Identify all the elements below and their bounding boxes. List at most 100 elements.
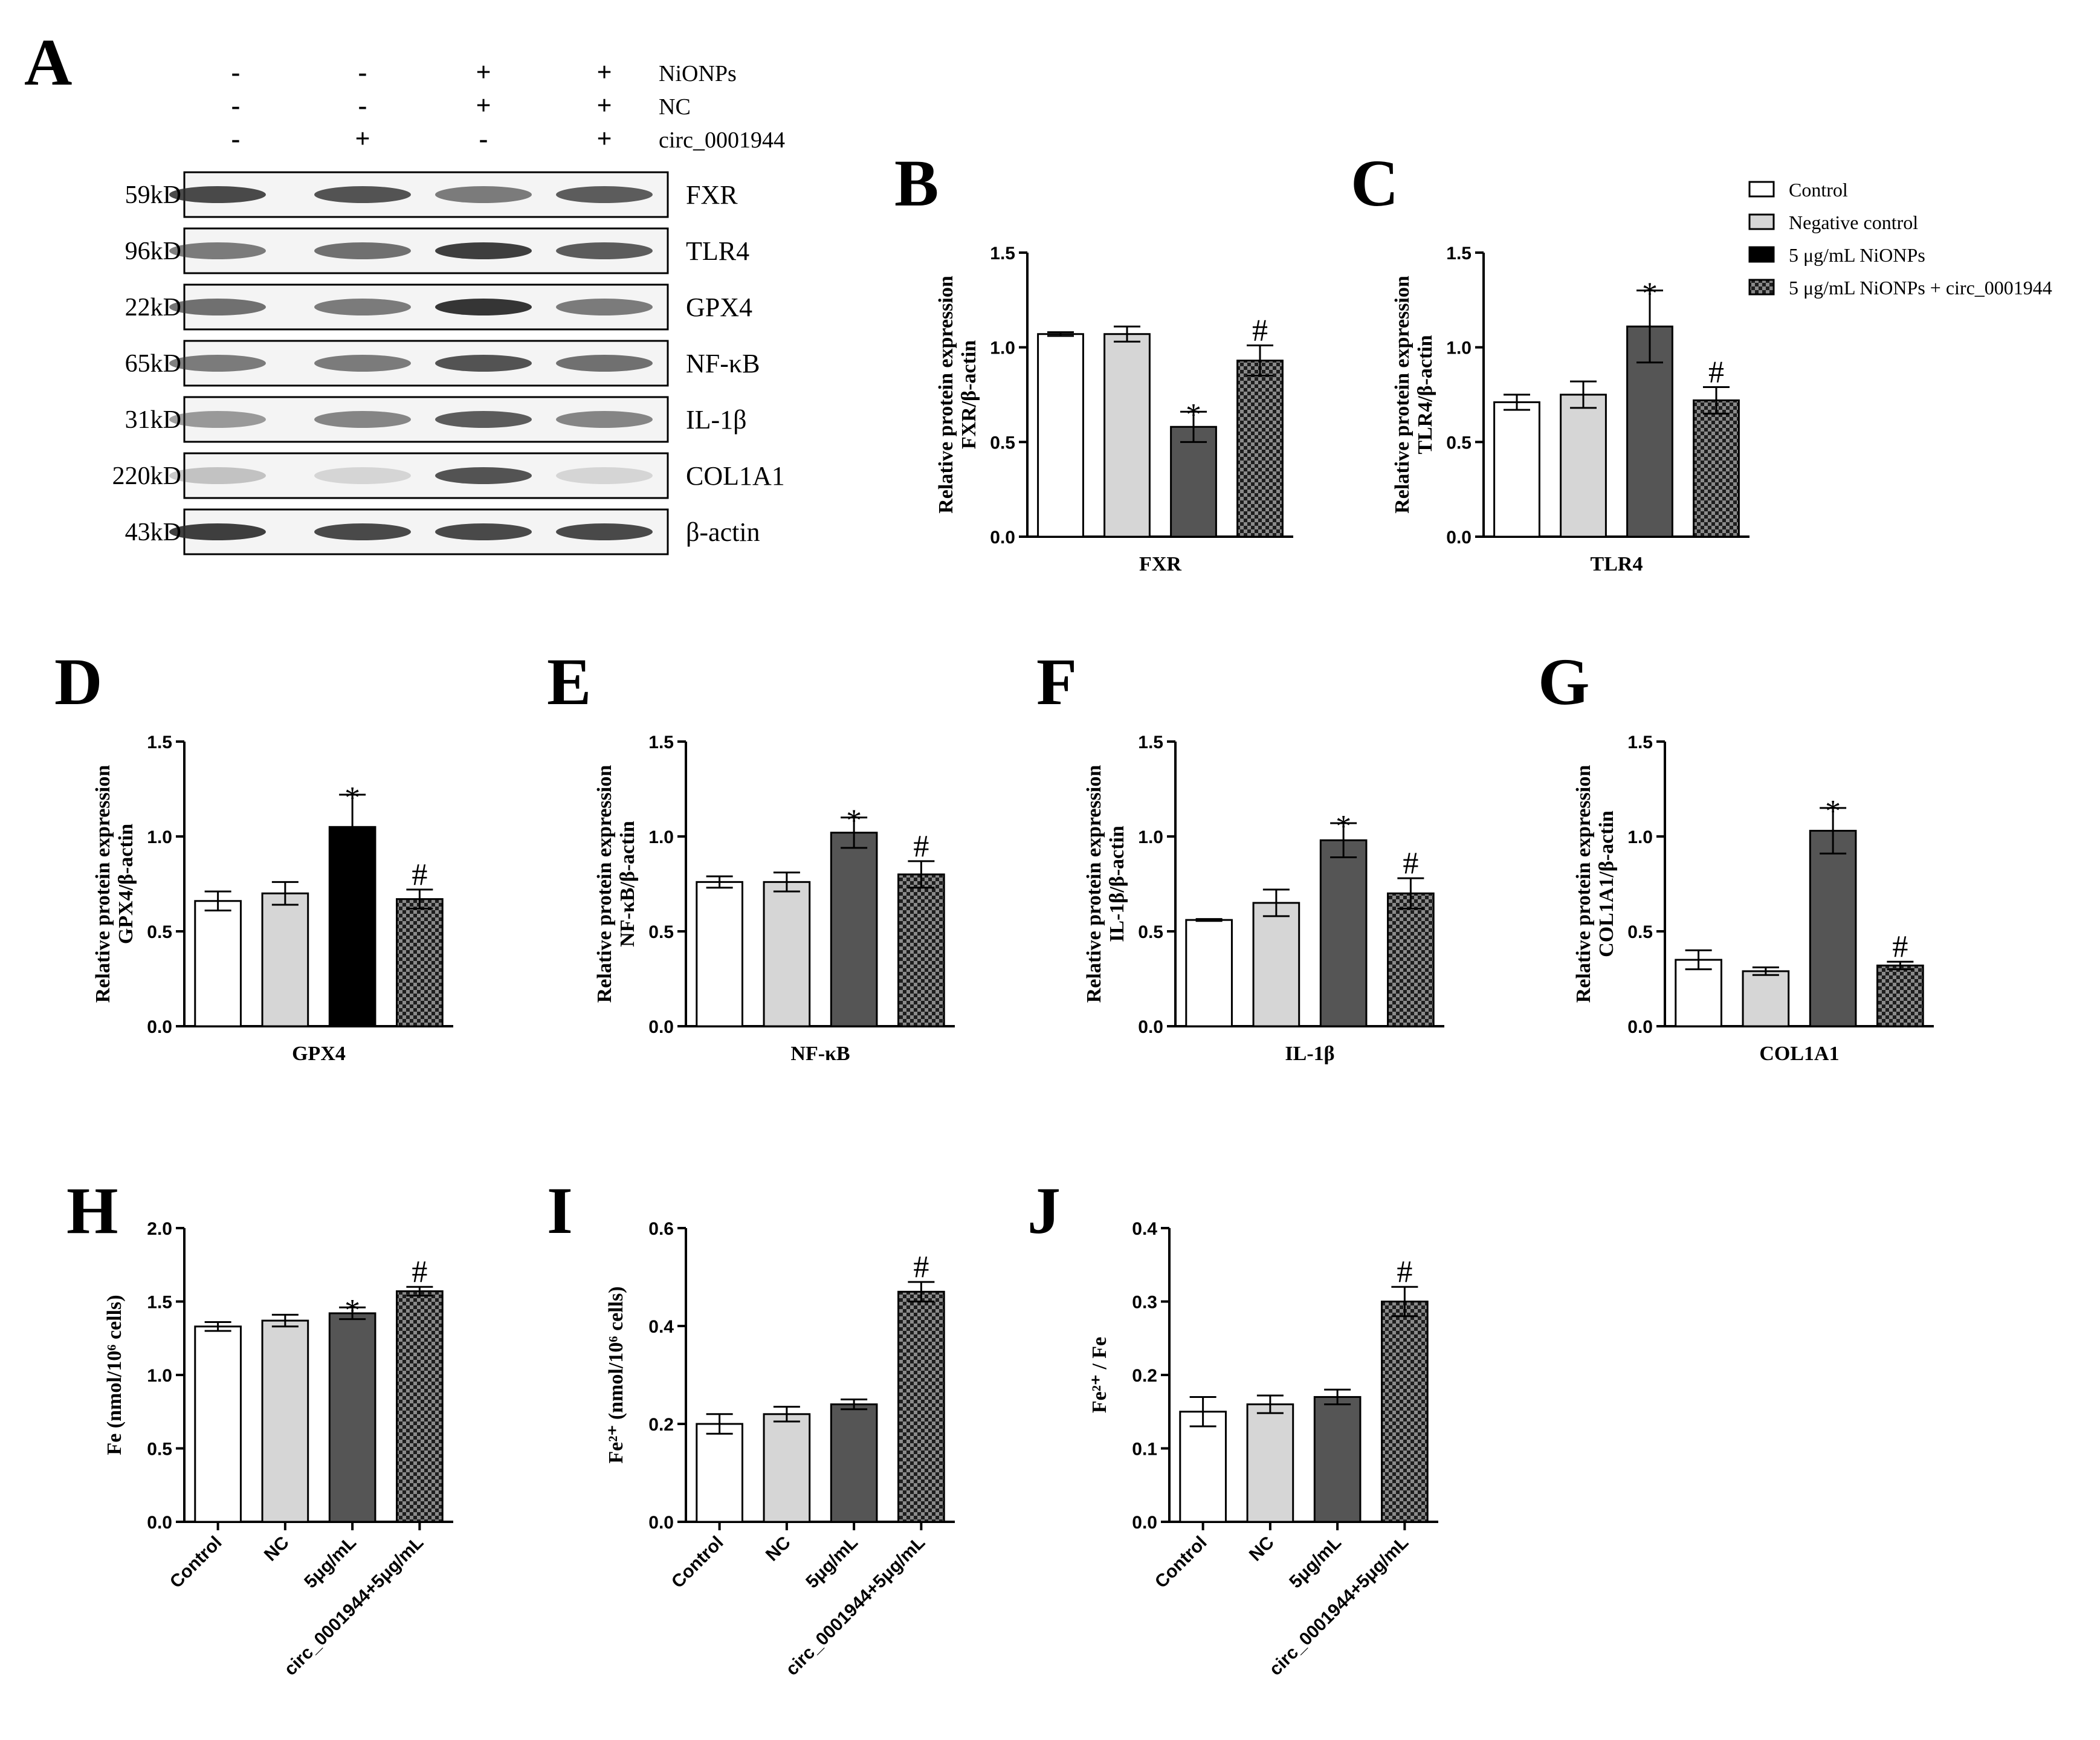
legend-label: 5 μg/mL NiONPs + circ_0001944 (1789, 277, 2052, 299)
x-axis-label: FXR (1139, 553, 1181, 575)
legend-swatch (1748, 181, 1775, 198)
panel-letter-I: I (547, 1174, 573, 1247)
x-axis-label: COL1A1 (1759, 1043, 1839, 1065)
chart-panel-H: 0.0 0.5 1.0 1.5 2.0 Fe (nmol/10⁶ cells) Contro… (103, 1219, 453, 1680)
blot-protein-label: β-actin (686, 517, 760, 547)
x-axis-label: IL-1β (1285, 1043, 1334, 1065)
y-tick-label: 0.5 (1627, 922, 1653, 942)
y-tick-label: 0.1 (1132, 1440, 1157, 1460)
blot-band (435, 467, 532, 484)
panel-letter-D: D (54, 645, 102, 719)
bar (830, 832, 878, 1027)
blot-protein-label: COL1A1 (686, 461, 785, 491)
blot-band (556, 186, 653, 203)
y-tick-label: 2.0 (147, 1219, 172, 1239)
panel-letter-H: H (66, 1174, 118, 1247)
bar (763, 881, 811, 1027)
legend: Control Negative control 5 μg/mL NiONPs 5 μ… (1748, 179, 2052, 299)
bar (328, 1312, 376, 1523)
bar (1675, 959, 1722, 1027)
blot-strip (183, 452, 669, 499)
blot-kd-label: 96kD (125, 238, 181, 265)
bar (396, 1290, 444, 1523)
condition-sign: - (358, 57, 367, 87)
x-category-label: Control (166, 1533, 226, 1593)
bar (1876, 965, 1924, 1027)
panel-letter-C: C (1351, 146, 1398, 220)
y-tick-label: 1.5 (147, 733, 172, 752)
y-tick-label: 1.0 (147, 1366, 172, 1386)
y-tick-label: 1.5 (1446, 244, 1472, 264)
significance-mark: * (344, 781, 360, 815)
y-axis-label: COL1A1/β-actin (1595, 810, 1618, 957)
bar (1037, 333, 1084, 538)
blot-band (556, 242, 653, 259)
x-category-label: circ_0001944+5μg/mL (782, 1533, 929, 1680)
blot-band (314, 523, 411, 540)
blot-protein-label: IL-1β (686, 405, 747, 435)
y-axis-label: Relative protein expression (92, 765, 114, 1003)
blot-band (556, 467, 653, 484)
bar-charts: 0.0 0.5 1.0 1.5 Relative protein expression F… (92, 244, 1934, 1680)
bar (696, 881, 743, 1027)
bar (1236, 360, 1284, 538)
blot-kd-label: 65kD (125, 350, 181, 378)
y-axis-label: TLR4/β-actin (1414, 335, 1436, 454)
y-axis-label: FXR/β-actin (958, 340, 980, 449)
bar (261, 892, 309, 1027)
y-tick-label: 0.0 (147, 1017, 172, 1037)
condition-sign: + (476, 91, 491, 120)
condition-sign: - (479, 124, 488, 154)
bar (897, 873, 945, 1027)
blot-kd-label: 31kD (125, 406, 181, 434)
x-category-label: 5μg/mL (1285, 1533, 1345, 1593)
blot-band (169, 523, 266, 540)
y-axis-label: NF-κB/β-actin (616, 821, 639, 947)
y-tick-label: 0.5 (648, 922, 674, 942)
y-tick-label: 0.2 (1132, 1366, 1157, 1386)
chart-panel-J: 0.0 0.1 0.2 0.3 0.4 Fe²⁺ / Fe Control NC 5μg/mL #… (1088, 1219, 1438, 1680)
blot-band (169, 411, 266, 428)
bar (261, 1319, 309, 1523)
x-axis-label: TLR4 (1591, 553, 1643, 575)
x-category-label: NC (260, 1533, 293, 1565)
blot-band (169, 355, 266, 372)
x-category-label: 5μg/mL (300, 1533, 360, 1593)
blot-band (314, 186, 411, 203)
blot-kd-label: 220kD (112, 462, 181, 490)
y-tick-label: 0.0 (648, 1513, 674, 1533)
y-tick-label: 1.0 (990, 338, 1015, 358)
y-axis-label: IL-1β/β-actin (1106, 826, 1128, 942)
chart-panel-I: 0.0 0.2 0.4 0.6 Fe²⁺ (nmol/10⁶ cells) Control… (605, 1219, 955, 1680)
blot-band (556, 355, 653, 372)
blot-band (169, 186, 266, 203)
blot-kd-label: 22kD (125, 294, 181, 322)
y-axis-label: Fe²⁺ / Fe (1088, 1337, 1111, 1413)
bar (194, 900, 242, 1027)
bar (1560, 393, 1607, 538)
legend-label: 5 μg/mL NiONPs (1789, 244, 1925, 266)
bar (696, 1423, 743, 1523)
blot-band (556, 299, 653, 315)
y-tick-label: 1.0 (147, 827, 172, 847)
bar (1319, 839, 1368, 1027)
blot-protein-label: GPX4 (686, 293, 752, 322)
x-axis-label: GPX4 (292, 1043, 346, 1065)
blot-band (169, 242, 266, 259)
y-tick-label: 0.0 (990, 528, 1015, 548)
y-axis-label: Fe²⁺ (nmol/10⁶ cells) (605, 1286, 627, 1463)
panel-letter-A: A (24, 25, 72, 99)
y-tick-label: 1.5 (990, 244, 1015, 264)
y-tick-label: 1.0 (1138, 827, 1163, 847)
significance-mark: * (1336, 809, 1351, 844)
bar (1387, 892, 1435, 1027)
condition-label: NC (659, 94, 691, 120)
bar (1493, 401, 1540, 538)
y-axis-label: Relative protein expression (593, 765, 616, 1003)
significance-mark: * (1825, 794, 1841, 829)
bar (1179, 1411, 1227, 1523)
